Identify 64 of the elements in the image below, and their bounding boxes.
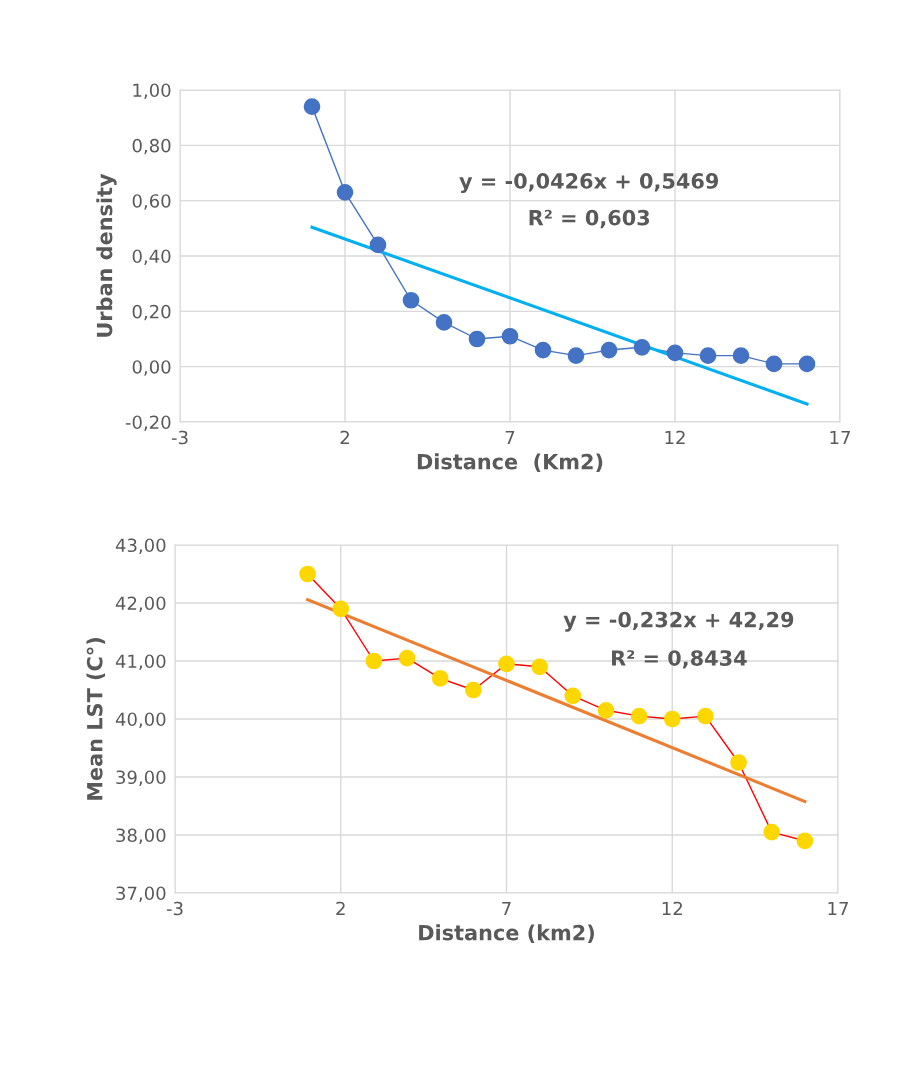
y-axis-title: Mean LST (C°) — [86, 638, 106, 800]
point — [465, 681, 482, 699]
y-tick-label: 39,00 — [116, 770, 166, 786]
point — [303, 98, 321, 115]
annotation: R² = 0,8434 — [612, 650, 747, 669]
annotation: y = -0,0426x + 0,5469 — [459, 173, 719, 194]
point — [796, 832, 814, 850]
y-tick-label: 0,80 — [132, 138, 171, 155]
x-tick-label: 12 — [665, 430, 685, 445]
x-tick-label: 2 — [336, 901, 345, 916]
point — [798, 355, 816, 373]
y-tick-label: 0,40 — [132, 249, 171, 265]
x-tick-label: -3 — [171, 430, 188, 445]
point — [564, 687, 582, 705]
y-tick-label: 1,00 — [133, 83, 171, 99]
point — [534, 341, 552, 359]
point — [763, 823, 781, 841]
point — [699, 347, 717, 364]
point — [630, 707, 648, 725]
y-tick-label: 40,00 — [115, 712, 166, 728]
x-tick-label: -3 — [166, 901, 183, 916]
point — [431, 670, 449, 687]
point — [663, 710, 681, 728]
point — [498, 655, 515, 673]
y-tick-label: 42,00 — [115, 596, 166, 612]
y-tick-label: 0,00 — [132, 360, 171, 376]
point — [501, 327, 519, 345]
point — [468, 330, 486, 348]
y-axis-title: Urban density — [96, 173, 117, 337]
y-tick-label: 0,20 — [132, 304, 171, 321]
point — [365, 652, 383, 670]
point — [299, 565, 316, 583]
point — [597, 701, 615, 719]
y-tick-label: 41,00 — [115, 654, 166, 670]
x-tick-label: 2 — [340, 430, 349, 445]
point — [336, 184, 354, 201]
point — [633, 338, 651, 356]
x-axis-title: Distance (Km2) — [417, 453, 603, 472]
x-tick-label: 7 — [502, 901, 511, 916]
point — [765, 355, 783, 373]
point — [332, 600, 350, 618]
point — [600, 341, 618, 359]
x-axis-title: Distance (km2) — [419, 924, 594, 943]
x-tick-label: 17 — [830, 430, 850, 445]
point — [531, 658, 548, 676]
point — [567, 347, 585, 364]
annotation: y = -0,232x + 42,29 — [563, 611, 794, 632]
annotation: R² = 0,603 — [529, 209, 650, 229]
y-tick-label: 43,00 — [115, 538, 166, 554]
point — [369, 236, 387, 254]
point — [402, 291, 420, 309]
point — [398, 649, 416, 667]
point — [666, 344, 684, 362]
y-tick-label: 0,60 — [132, 194, 171, 210]
y-tick-label: -0,20 — [125, 415, 171, 431]
point — [435, 314, 453, 331]
y-tick-label: 38,00 — [116, 828, 166, 844]
x-tick-label: 7 — [505, 430, 515, 445]
x-tick-label: 12 — [662, 901, 682, 916]
point — [732, 347, 750, 364]
point — [730, 754, 747, 771]
y-tick-label: 37,00 — [116, 886, 166, 902]
point — [697, 707, 714, 725]
x-tick-label: 17 — [828, 901, 848, 916]
